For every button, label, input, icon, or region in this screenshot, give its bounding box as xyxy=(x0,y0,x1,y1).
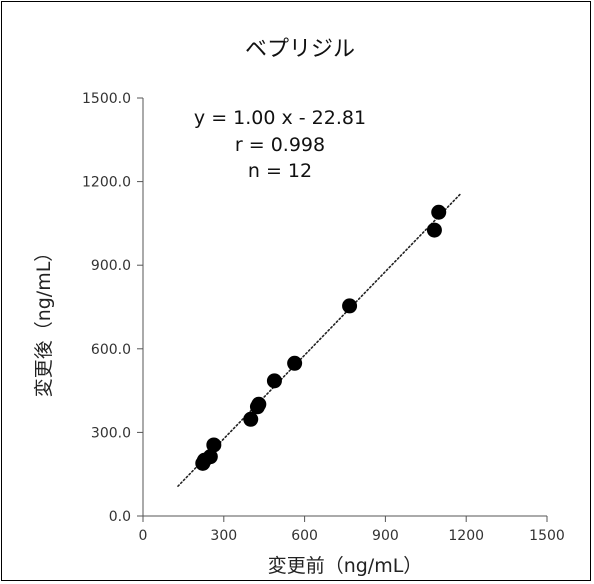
x-tick-label: 1200 xyxy=(448,528,484,544)
data-point xyxy=(287,355,303,371)
data-point xyxy=(431,204,447,220)
data-point xyxy=(202,449,218,465)
y-tick-label: 900.0 xyxy=(91,258,131,274)
y-tick-label: 300.0 xyxy=(91,425,131,441)
x-axis-title: 変更前（ng/mL） xyxy=(268,555,423,577)
data-point xyxy=(426,222,442,238)
y-tick-label: 1200.0 xyxy=(82,175,131,191)
data-point xyxy=(266,373,282,389)
y-axis-title: 変更後（ng/mL） xyxy=(33,243,55,398)
data-point xyxy=(206,437,222,453)
tick-labels: 0.0 300.0 600.0 900.0 1200.0 1500.0 0 300 600 900… xyxy=(82,91,565,544)
y-tick-label: 600.0 xyxy=(91,342,131,358)
data-point xyxy=(251,396,267,412)
annotation-text: n = 12 xyxy=(248,160,312,182)
annotation-text: r = 0.998 xyxy=(235,134,325,156)
y-tick-label: 1500.0 xyxy=(82,91,131,107)
data-point xyxy=(243,411,259,427)
data-points xyxy=(195,204,447,471)
data-point xyxy=(342,298,358,314)
x-tick-label: 1500 xyxy=(529,528,565,544)
x-tick-label: 300 xyxy=(210,528,237,544)
axes xyxy=(137,97,548,522)
trendline xyxy=(177,192,462,487)
y-tick-label: 0.0 xyxy=(109,509,131,525)
chart-title: ベプリジル xyxy=(245,37,355,62)
x-tick-label: 900 xyxy=(372,528,399,544)
trendline-group xyxy=(177,192,462,487)
annotations: y = 1.00 x - 22.81 r = 0.998 n = 12 xyxy=(194,107,366,182)
x-tick-label: 600 xyxy=(291,528,318,544)
x-tick-label: 0 xyxy=(139,528,148,544)
annotation-text: y = 1.00 x - 22.81 xyxy=(194,107,366,129)
